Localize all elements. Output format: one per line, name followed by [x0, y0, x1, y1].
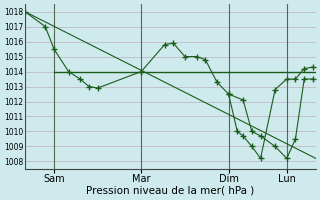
X-axis label: Pression niveau de la mer( hPa ): Pression niveau de la mer( hPa )	[86, 186, 254, 196]
